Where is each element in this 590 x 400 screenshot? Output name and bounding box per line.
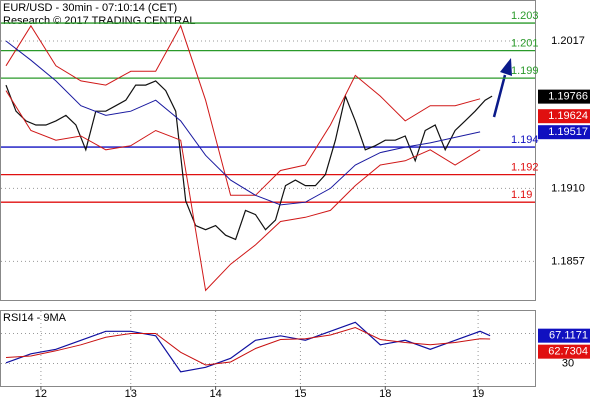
header-subtitle: Research © 2017 TRADING CENTRAL	[3, 15, 196, 27]
x-tick-label: 12	[35, 388, 47, 400]
price-tag-label: 67.1171	[549, 330, 588, 342]
y-tick-label: 1.1857	[551, 255, 585, 267]
series-line	[5, 321, 491, 373]
level-label: 1.192	[511, 162, 539, 174]
level-label: 1.203	[511, 10, 539, 22]
price-tag	[538, 89, 590, 104]
rsi-panel	[0, 310, 536, 387]
x-tick-label: 15	[294, 388, 306, 400]
level-label: 1.201	[511, 38, 539, 50]
price-panel	[0, 0, 536, 301]
price-tag	[538, 125, 590, 140]
forecast-arrowhead	[500, 58, 512, 76]
price-tag-label: 1.19766	[548, 91, 588, 103]
series-line	[5, 40, 481, 206]
series-line	[5, 80, 493, 241]
price-tag-label: 62.7304	[548, 346, 588, 358]
x-tick-label: 14	[209, 388, 221, 400]
level-label: 1.199	[511, 65, 539, 77]
y-tick-label: 1.2017	[551, 35, 585, 47]
series-line	[5, 24, 481, 196]
y-tick-label: 1.1910	[551, 182, 585, 194]
series-line	[5, 326, 491, 366]
forecast-arrow	[492, 74, 507, 118]
x-tick-label: 19	[472, 388, 484, 400]
price-tag	[538, 344, 590, 359]
series-line	[5, 90, 481, 292]
rsi-title: RSI14 - 9MA	[3, 312, 67, 324]
level-label: 1.19	[511, 189, 532, 201]
level-label: 1.194	[511, 134, 539, 146]
price-tag-label: 1.19624	[548, 110, 588, 122]
price-tag	[538, 109, 590, 124]
x-tick-label: 13	[125, 388, 137, 400]
header-title: EUR/USD - 30min - 07:10:14 (CET)	[3, 2, 177, 14]
x-tick-label: 18	[379, 388, 391, 400]
price-tag-label: 1.19517	[548, 126, 588, 138]
y-tick-label: 30	[562, 357, 574, 369]
price-tag	[538, 328, 590, 343]
